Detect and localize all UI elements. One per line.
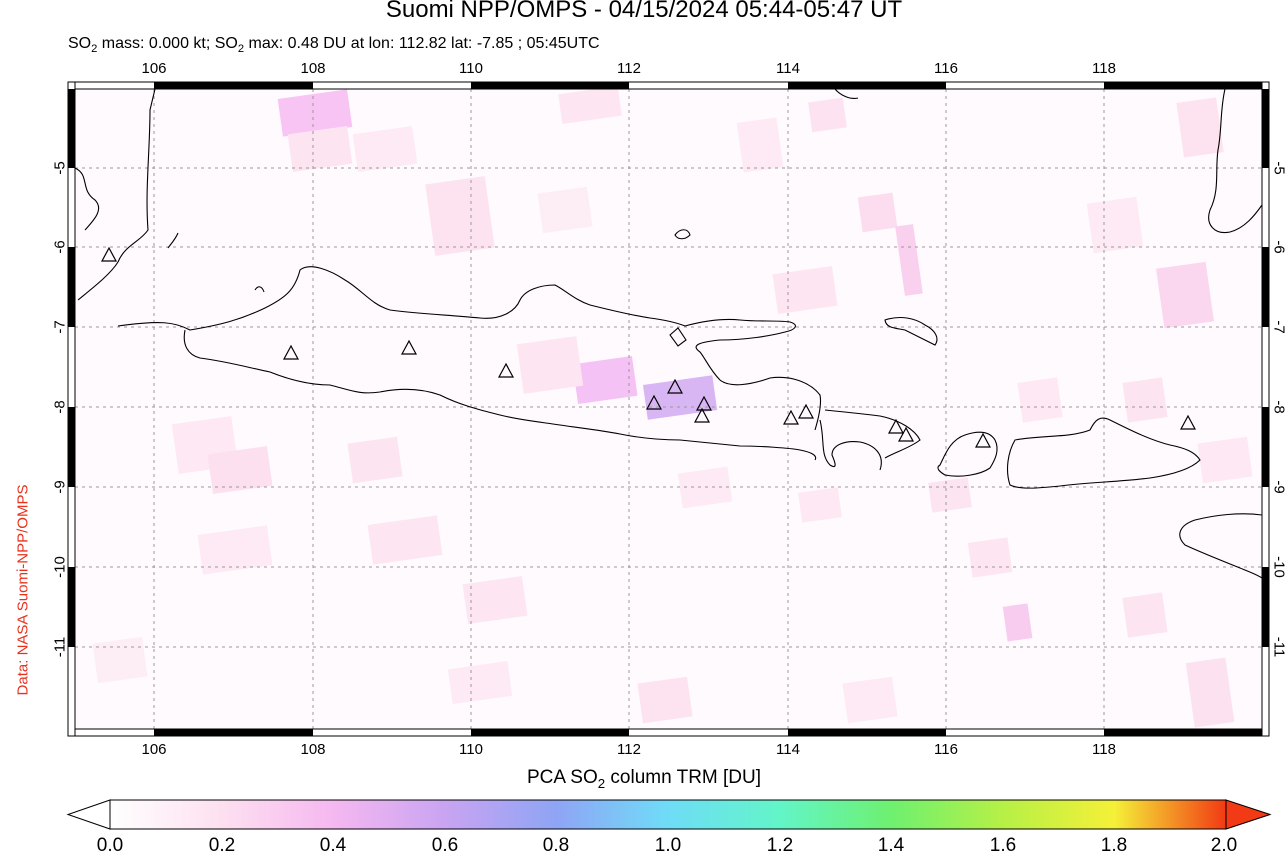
lon-tick-top: 116 bbox=[934, 60, 958, 77]
lat-tick-left: -5 bbox=[51, 161, 69, 175]
lat-tick-right: -8 bbox=[1270, 400, 1288, 414]
colorbar-tick: 0.4 bbox=[319, 835, 347, 856]
graticule bbox=[75, 89, 1262, 729]
lat-tick-left: -9 bbox=[51, 480, 69, 494]
lon-tick-top: 106 bbox=[141, 60, 167, 77]
lon-tick-top: 110 bbox=[459, 60, 483, 77]
lat-tick-right: -7 bbox=[1270, 320, 1288, 334]
lon-tick-top: 114 bbox=[776, 60, 800, 77]
lon-tick-bottom: 112 bbox=[617, 741, 641, 758]
lon-tick-bottom: 108 bbox=[300, 741, 326, 758]
lon-tick-top: 118 bbox=[1092, 60, 1116, 77]
so2-pixels bbox=[92, 89, 1253, 728]
colorbar-max-arrow bbox=[1225, 799, 1272, 830]
lat-tick-left: -11 bbox=[51, 636, 69, 658]
axis-frame bbox=[67, 81, 1270, 737]
lat-tick-right: -6 bbox=[1270, 240, 1288, 254]
lon-tick-top: 112 bbox=[617, 60, 641, 77]
lon-tick-bottom: 106 bbox=[141, 741, 167, 758]
lon-tick-bottom: 116 bbox=[934, 741, 958, 758]
colorbar-tick: 0.8 bbox=[542, 835, 570, 856]
colorbar-tick: 1.0 bbox=[654, 835, 682, 856]
map-subtitle: SO2 mass: 0.000 kt; SO2 max: 0.48 DU at … bbox=[68, 35, 600, 56]
colorbar-tick: 0.2 bbox=[208, 835, 236, 856]
colorbar-tick: 0.0 bbox=[96, 835, 124, 856]
colorbar-tick: 1.4 bbox=[877, 835, 905, 856]
lon-tick-bottom: 114 bbox=[776, 741, 800, 758]
lon-tick-top: 108 bbox=[300, 60, 326, 77]
colorbar-min-arrow bbox=[66, 799, 111, 830]
colorbar-tick: 1.2 bbox=[766, 835, 794, 856]
lat-tick-right: -10 bbox=[1270, 556, 1288, 578]
lat-tick-left: -8 bbox=[51, 400, 69, 414]
lat-tick-left: -6 bbox=[51, 240, 69, 254]
colorbar-title: PCA SO2 column TRM [DU] bbox=[526, 767, 762, 791]
colorbar-tick: 0.6 bbox=[431, 835, 459, 856]
colorbar-tick: 1.6 bbox=[989, 835, 1017, 856]
lat-tick-right: -9 bbox=[1270, 480, 1288, 494]
colorbar-gradient bbox=[109, 799, 1227, 830]
lat-tick-left: -7 bbox=[51, 320, 69, 334]
lon-tick-bottom: 110 bbox=[459, 741, 483, 758]
colorbar-tick: 1.8 bbox=[1100, 835, 1128, 856]
volcano-markers bbox=[100, 246, 1197, 448]
map-title: Suomi NPP/OMPS - 04/15/2024 05:44-05:47 … bbox=[385, 0, 903, 23]
coastlines bbox=[75, 89, 1262, 579]
lat-tick-right: -5 bbox=[1270, 161, 1288, 175]
lon-tick-bottom: 118 bbox=[1092, 741, 1116, 758]
lat-tick-left: -10 bbox=[51, 556, 69, 578]
colorbar bbox=[66, 799, 1272, 830]
lat-tick-right: -11 bbox=[1270, 636, 1288, 658]
colorbar-tick: 2.0 bbox=[1210, 835, 1238, 856]
